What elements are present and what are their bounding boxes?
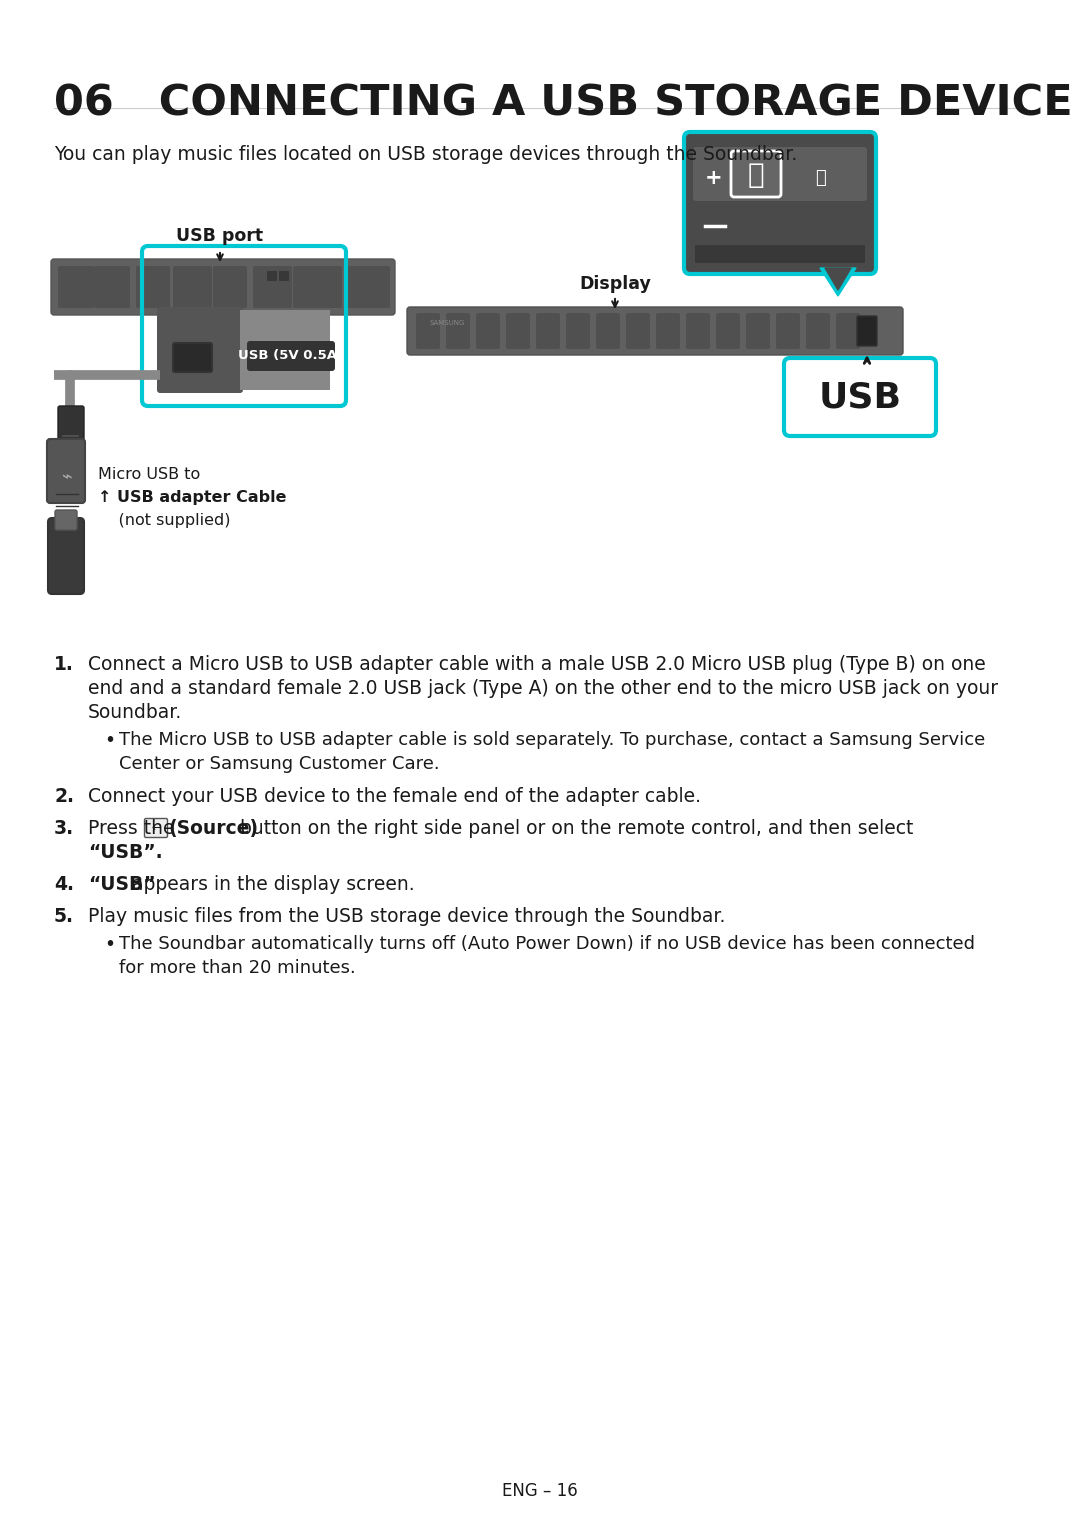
FancyBboxPatch shape (55, 510, 77, 530)
Text: ↩: ↩ (151, 821, 161, 835)
Text: Display: Display (579, 276, 651, 293)
Text: 5.: 5. (54, 907, 75, 925)
Text: appears in the display screen.: appears in the display screen. (126, 875, 415, 895)
FancyBboxPatch shape (507, 313, 530, 349)
Text: ↑ USB adapter Cable: ↑ USB adapter Cable (98, 490, 286, 506)
Polygon shape (820, 268, 856, 296)
Text: USB port: USB port (176, 227, 264, 245)
FancyBboxPatch shape (536, 313, 561, 349)
Text: USB: USB (819, 380, 902, 414)
FancyBboxPatch shape (253, 267, 292, 308)
FancyBboxPatch shape (213, 267, 247, 308)
FancyBboxPatch shape (596, 313, 620, 349)
Text: 3.: 3. (54, 820, 75, 838)
Text: Connect your USB device to the female end of the adapter cable.: Connect your USB device to the female en… (87, 787, 701, 806)
FancyBboxPatch shape (173, 267, 212, 308)
Text: ⌁: ⌁ (60, 469, 71, 487)
FancyBboxPatch shape (777, 313, 800, 349)
FancyBboxPatch shape (858, 316, 877, 346)
Text: ⭡: ⭡ (747, 161, 765, 188)
Text: 06   CONNECTING A USB STORAGE DEVICE: 06 CONNECTING A USB STORAGE DEVICE (54, 83, 1072, 124)
FancyBboxPatch shape (58, 406, 84, 452)
Text: 4.: 4. (54, 875, 75, 895)
FancyBboxPatch shape (716, 313, 740, 349)
FancyBboxPatch shape (784, 358, 936, 437)
FancyBboxPatch shape (476, 313, 500, 349)
FancyBboxPatch shape (145, 818, 167, 838)
Text: ⏻: ⏻ (814, 169, 825, 187)
Text: Connect a Micro USB to USB adapter cable with a male USB 2.0 Micro USB plug (Typ: Connect a Micro USB to USB adapter cable… (87, 656, 986, 674)
FancyBboxPatch shape (267, 271, 276, 280)
FancyBboxPatch shape (240, 309, 330, 391)
Text: •: • (104, 731, 116, 751)
Text: (not supplied): (not supplied) (98, 513, 230, 529)
FancyBboxPatch shape (746, 313, 770, 349)
Text: end and a standard female 2.0 USB jack (Type A) on the other end to the micro US: end and a standard female 2.0 USB jack (… (87, 679, 998, 699)
FancyBboxPatch shape (416, 313, 440, 349)
FancyBboxPatch shape (173, 343, 212, 372)
Text: +: + (705, 169, 723, 188)
Polygon shape (825, 268, 851, 290)
Text: for more than 20 minutes.: for more than 20 minutes. (119, 959, 355, 977)
Text: “USB”.: “USB”. (87, 843, 163, 863)
Text: (Source): (Source) (168, 820, 258, 838)
Text: The Micro USB to USB adapter cable is sold separately. To purchase, contact a Sa: The Micro USB to USB adapter cable is so… (119, 731, 985, 749)
FancyBboxPatch shape (731, 152, 781, 198)
Text: Soundbar.: Soundbar. (87, 703, 183, 722)
FancyBboxPatch shape (656, 313, 680, 349)
FancyBboxPatch shape (247, 342, 335, 371)
FancyBboxPatch shape (48, 440, 85, 502)
FancyBboxPatch shape (346, 267, 390, 308)
Text: Press the: Press the (87, 820, 180, 838)
FancyBboxPatch shape (279, 271, 289, 280)
FancyBboxPatch shape (566, 313, 590, 349)
Text: Micro USB to: Micro USB to (98, 467, 200, 483)
Text: SAMSUNG: SAMSUNG (430, 320, 465, 326)
Text: •: • (104, 935, 116, 954)
Text: 1.: 1. (54, 656, 73, 674)
FancyBboxPatch shape (696, 245, 865, 264)
FancyBboxPatch shape (446, 313, 470, 349)
FancyBboxPatch shape (58, 267, 94, 308)
FancyBboxPatch shape (693, 147, 867, 201)
FancyBboxPatch shape (686, 313, 710, 349)
FancyBboxPatch shape (684, 132, 876, 274)
Text: “USB”: “USB” (87, 875, 156, 895)
Text: ENG – 16: ENG – 16 (502, 1481, 578, 1500)
FancyBboxPatch shape (48, 518, 84, 594)
FancyBboxPatch shape (806, 313, 831, 349)
FancyBboxPatch shape (407, 306, 903, 355)
Text: 2.: 2. (54, 787, 75, 806)
Text: Play music files from the USB storage device through the Soundbar.: Play music files from the USB storage de… (87, 907, 726, 925)
Text: Center or Samsung Customer Care.: Center or Samsung Customer Care. (119, 755, 440, 774)
Text: The Soundbar automatically turns off (Auto Power Down) if no USB device has been: The Soundbar automatically turns off (Au… (119, 935, 975, 953)
FancyBboxPatch shape (836, 313, 860, 349)
Text: button on the right side panel or on the remote control, and then select: button on the right side panel or on the… (234, 820, 914, 838)
Text: You can play music files located on USB storage devices through the Soundbar.: You can play music files located on USB … (54, 146, 797, 164)
FancyBboxPatch shape (293, 267, 342, 308)
FancyBboxPatch shape (51, 259, 395, 316)
FancyBboxPatch shape (157, 306, 243, 394)
FancyBboxPatch shape (94, 267, 130, 308)
FancyBboxPatch shape (136, 267, 170, 308)
Text: USB (5V 0.5A): USB (5V 0.5A) (239, 348, 343, 362)
FancyBboxPatch shape (626, 313, 650, 349)
